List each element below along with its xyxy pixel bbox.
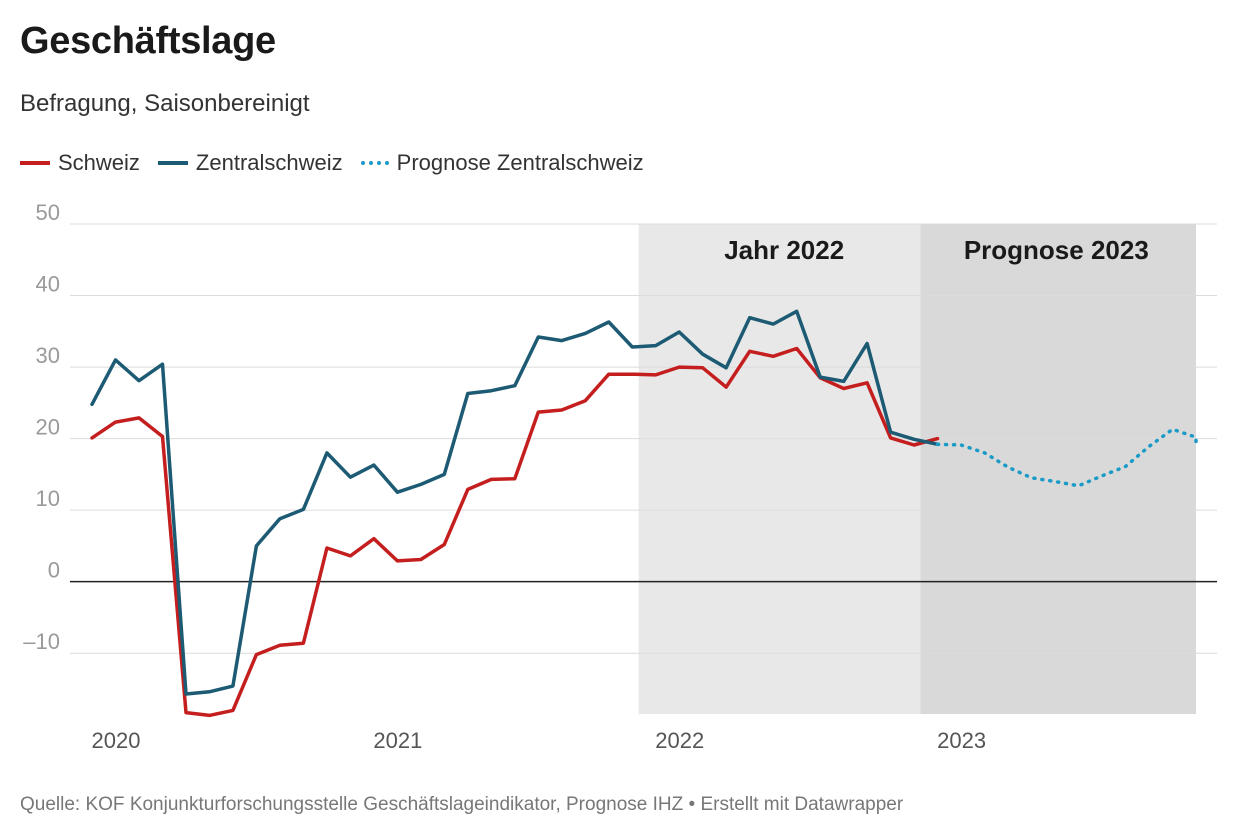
legend-label-zentralschweiz: Zentralschweiz — [195, 150, 343, 175]
y-tick-label: 0 — [48, 558, 60, 583]
legend-swatch-zentralschweiz — [157, 161, 188, 165]
band-label: Prognose 2023 — [964, 235, 1149, 265]
y-tick-label: 50 — [36, 200, 60, 225]
series-line-2 — [935, 427, 1198, 488]
x-tick-label: 2022 — [655, 728, 704, 753]
legend-swatch-prognose — [360, 161, 389, 165]
series-line-0 — [90, 346, 940, 718]
legend-item-prognose: Prognose Zentralschweiz — [360, 150, 644, 176]
y-tick-label: –10 — [23, 629, 60, 654]
chart-title: Geschäftslage — [20, 20, 276, 62]
x-tick-label: 2021 — [373, 728, 422, 753]
legend: Schweiz Zentralschweiz Prognose Zentrals… — [20, 150, 662, 176]
legend-label-schweiz: Schweiz — [58, 150, 140, 175]
legend-label-prognose: Prognose Zentralschweiz — [396, 150, 644, 175]
y-tick-label: 40 — [36, 272, 60, 297]
band-1 — [920, 224, 1196, 714]
legend-item-zentralschweiz: Zentralschweiz — [157, 150, 343, 176]
source-note: Quelle: KOF Konjunkturforschungsstelle G… — [20, 794, 904, 815]
x-tick-label: 2023 — [937, 728, 986, 753]
y-tick-label: 30 — [36, 343, 60, 368]
band-label: Jahr 2022 — [724, 235, 844, 265]
series-line-1 — [90, 309, 940, 696]
y-tick-label: 10 — [36, 486, 60, 511]
x-tick-label: 2020 — [92, 728, 141, 753]
band-0 — [638, 224, 938, 714]
legend-swatch-schweiz — [20, 161, 50, 165]
chart-subtitle: Befragung, Saisonbereinigt — [20, 90, 310, 117]
y-tick-label: 20 — [36, 415, 60, 440]
legend-item-schweiz: Schweiz — [20, 150, 140, 176]
